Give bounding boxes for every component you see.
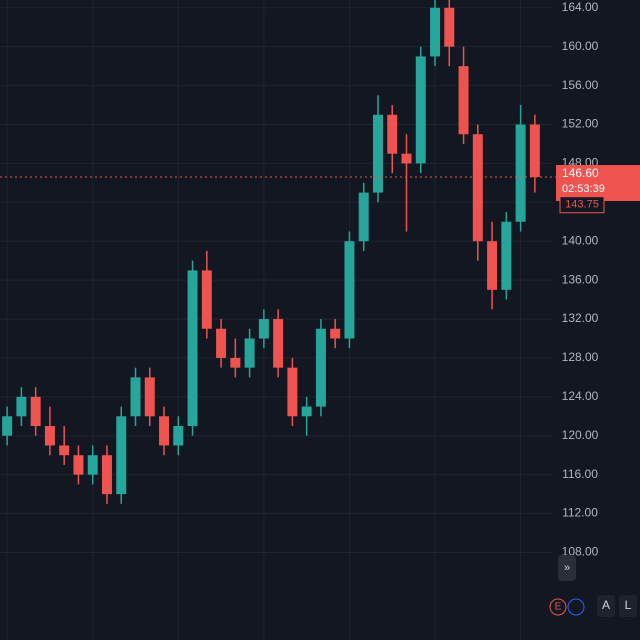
prev-close-box (559, 196, 605, 214)
y-tick-label: 156.00 (562, 78, 599, 92)
candle-body (415, 56, 426, 164)
candle-body (130, 377, 141, 417)
candle-body (144, 377, 155, 417)
y-tick-label: 128.00 (562, 350, 599, 364)
y-tick-label: 160.00 (562, 39, 599, 53)
scroll-icon: » (564, 562, 570, 574)
candle-body (315, 328, 326, 407)
candle-body (116, 416, 127, 495)
y-tick-label: 164.00 (562, 0, 599, 14)
candle-body (16, 396, 27, 417)
candle-body (372, 114, 383, 193)
prev-close-label: 143.75 (565, 199, 599, 211)
candle-body (187, 270, 198, 427)
countdown-label: 02:53:39 (562, 183, 605, 195)
candle-body (330, 328, 341, 339)
candle-body (173, 426, 184, 446)
candle-body (159, 416, 170, 446)
candle-body (301, 406, 312, 417)
candle-body (30, 396, 41, 427)
price-label: 146.60 (562, 166, 599, 180)
toolbar: » E A L (549, 555, 637, 617)
candle-body (430, 7, 441, 57)
event-button[interactable] (549, 598, 567, 616)
candle-body (244, 338, 255, 368)
candle-body (273, 319, 284, 368)
y-tick-label: 140.00 (562, 233, 599, 247)
candle-body (287, 367, 298, 417)
y-tick-label: 120.00 (562, 428, 599, 442)
y-tick-label: 124.00 (562, 389, 599, 403)
candle-body (230, 357, 241, 368)
candle-body (515, 124, 526, 222)
candle-body (216, 328, 227, 358)
candle-body (401, 153, 412, 164)
dividend-button[interactable] (567, 598, 585, 616)
candle-body (458, 66, 469, 135)
y-tick-label: 116.00 (562, 467, 598, 481)
auto-button[interactable] (597, 595, 615, 617)
candle-body (101, 455, 112, 495)
y-tick-label: 152.00 (562, 117, 599, 131)
auto-label: A (602, 598, 610, 612)
log-button[interactable] (619, 595, 637, 617)
candle-body (387, 114, 398, 154)
scroll-button[interactable] (558, 555, 576, 581)
candle-body (444, 7, 455, 47)
candle-body (73, 455, 84, 475)
candle-body (358, 192, 369, 242)
candle-body (344, 241, 355, 339)
candle-body (487, 241, 498, 290)
y-tick-label: 112.00 (562, 506, 598, 520)
candle-body (201, 270, 212, 329)
log-label: L (625, 598, 632, 612)
candle-body (472, 134, 483, 242)
event-label: E (555, 602, 562, 613)
candle-body (59, 445, 70, 456)
y-tick-label: 132.00 (562, 311, 599, 325)
candle-body (501, 221, 512, 290)
candle-body (529, 124, 540, 178)
price-label-box (556, 165, 640, 202)
candle-body (87, 455, 98, 475)
candle-body (2, 416, 13, 436)
candle-body (258, 319, 269, 339)
candle-body (44, 426, 55, 446)
y-tick-label: 136.00 (562, 272, 599, 286)
